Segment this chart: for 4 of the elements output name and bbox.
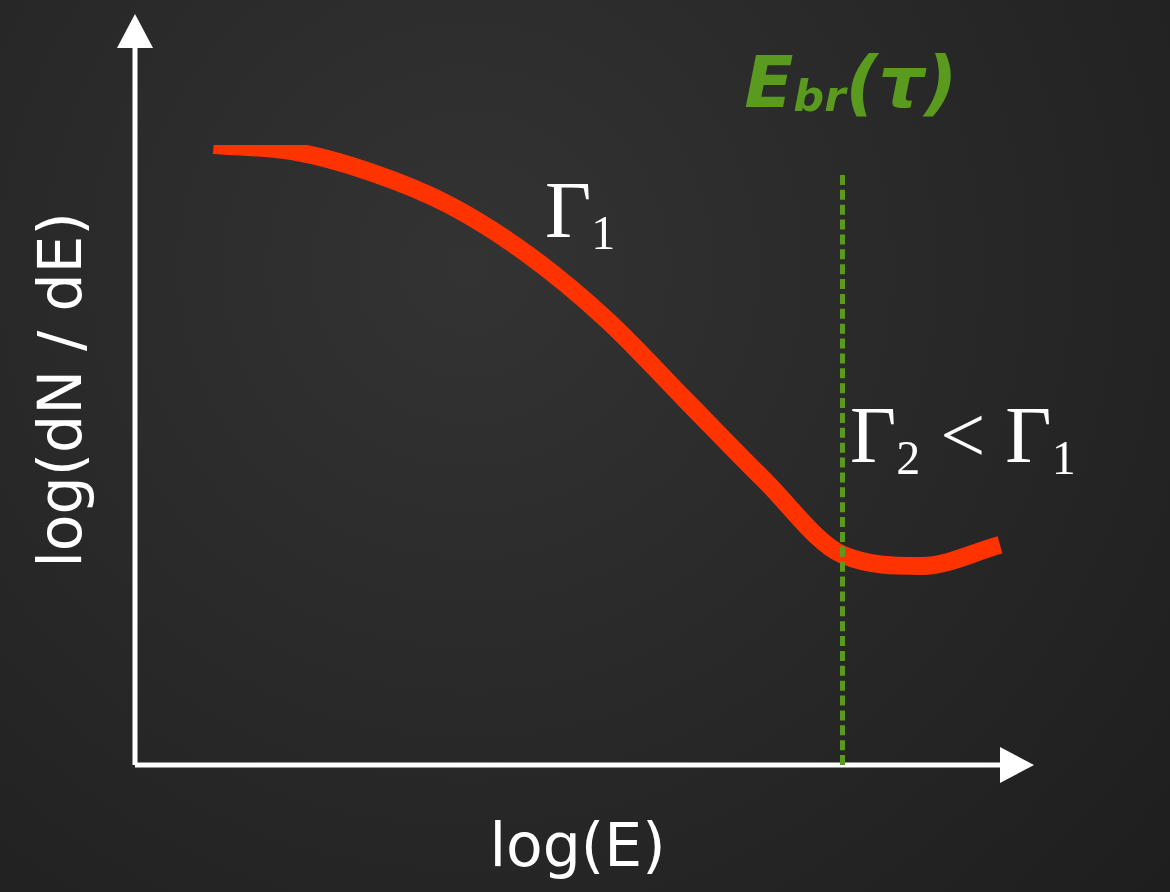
x-axis-title: log(E)	[489, 810, 666, 880]
y-axis-title: log(dN / dE)	[25, 212, 95, 568]
annotation: Γ$_{2}$ < Γ$_{1}$	[850, 390, 1076, 484]
annotation: Γ$_{1}$	[545, 165, 616, 259]
